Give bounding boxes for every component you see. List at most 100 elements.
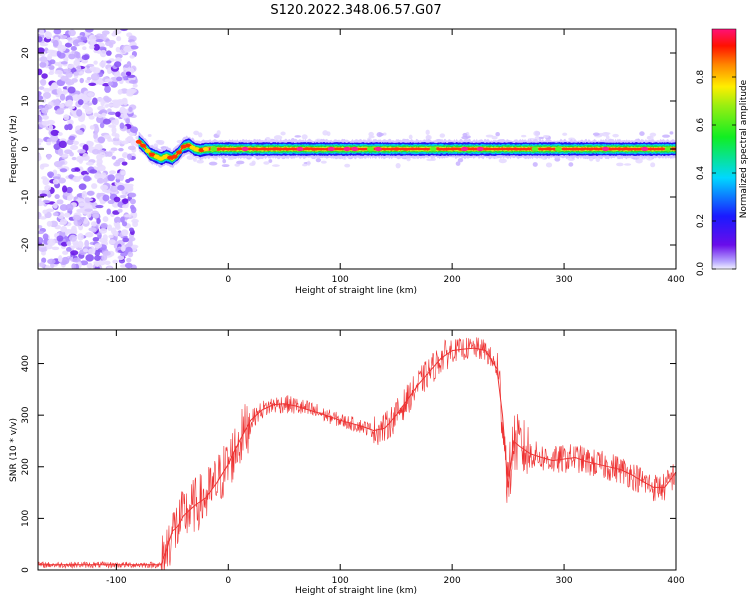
heatmap-cell [144, 148, 151, 153]
heatmap-cell [64, 212, 71, 218]
heatmap-cell [86, 262, 93, 269]
heatmap-cell [77, 208, 83, 213]
heatmap-cell [56, 235, 64, 242]
heatmap-cell [48, 65, 55, 70]
spectrogram-y-tick-label: 10 [21, 95, 31, 107]
spectrogram-x-tick-label: 200 [444, 275, 461, 285]
heatmap-cell [45, 208, 55, 213]
heatmap-cell [107, 137, 112, 142]
heatmap-cell [47, 238, 56, 247]
heatmap-cell [326, 131, 331, 137]
snr-y-tick-label: 400 [21, 355, 31, 372]
heatmap-cell [67, 119, 74, 126]
heatmap-cell [81, 54, 90, 61]
heatmap-cell [82, 248, 89, 253]
spectrogram-y-tick-label: -20 [21, 237, 31, 252]
heatmap-cell [129, 45, 139, 50]
heatmap-cell [78, 183, 87, 190]
heatmap-cell [38, 236, 44, 244]
heatmap-cell [117, 208, 123, 213]
spectrogram-x-tick-label: 100 [332, 275, 349, 285]
heatmap-cell [101, 82, 110, 87]
heatmap-cell [94, 255, 101, 261]
colorbar-tick-label: 0.0 [696, 262, 706, 277]
heatmap-cell [59, 93, 66, 101]
snr-frame [37, 329, 677, 571]
heatmap-cell [327, 146, 335, 152]
heatmap-cell [39, 42, 49, 47]
heatmap-cell [120, 245, 126, 252]
heatmap-cell [106, 60, 112, 64]
heatmap-cell [107, 111, 117, 115]
heatmap-cell [54, 194, 60, 200]
heatmap-cell [128, 106, 133, 112]
heatmap-cell [111, 126, 117, 134]
heatmap-cell [533, 130, 540, 136]
heatmap-cell [135, 139, 142, 144]
heatmap-cell [107, 224, 113, 232]
heatmap-cell [127, 145, 136, 151]
heatmap-cell [93, 60, 98, 65]
heatmap-cell [132, 221, 139, 228]
heatmap-cell [368, 135, 375, 139]
heatmap-cell [241, 146, 249, 152]
heatmap-cell [176, 150, 183, 155]
heatmap-cell [48, 71, 55, 76]
heatmap-cell [106, 103, 115, 107]
heatmap-cell [41, 120, 50, 126]
heatmap-cell [128, 132, 136, 137]
heatmap-cell [102, 194, 110, 202]
heatmap-cell [495, 132, 500, 137]
colorbar: 0.0 0.2 0.4 0.6 0.8 Normalized spectral ampl… [696, 28, 749, 277]
heatmap-cell [42, 91, 52, 99]
heatmap-cell [562, 132, 568, 136]
heatmap-cell [65, 81, 75, 86]
heatmap-cell [84, 239, 90, 248]
heatmap-cell [53, 143, 61, 150]
heatmap-cell [343, 146, 351, 152]
heatmap-cell [52, 202, 58, 209]
snr-y-tick-label: 0 [21, 567, 31, 573]
heatmap-cell [41, 257, 47, 264]
heatmap-cell [123, 64, 130, 68]
heatmap-cell [111, 99, 120, 104]
heatmap-cell [296, 146, 304, 152]
heatmap-cell [100, 99, 105, 107]
heatmap-cell [202, 147, 209, 151]
heatmap-cell [121, 204, 129, 209]
heatmap-cell [108, 42, 114, 48]
heatmap-cell [521, 134, 527, 138]
heatmap-cell [94, 243, 103, 249]
heatmap-cell [42, 115, 50, 120]
snr-x-ticks: -100 0 100 200 300 400 [106, 330, 685, 586]
heatmap-cell [268, 159, 273, 163]
heatmap-cell [460, 146, 468, 152]
heatmap-cell [64, 42, 73, 48]
heatmap-cell [119, 106, 126, 114]
heatmap-cell [461, 135, 469, 140]
heatmap-cell [106, 208, 112, 215]
heatmap-cell [149, 152, 156, 157]
heatmap-cell [76, 155, 85, 163]
heatmap-cell [68, 174, 75, 179]
heatmap-cell [102, 118, 111, 125]
heatmap-cell [439, 133, 446, 138]
heatmap-cell [382, 132, 387, 136]
heatmap-cell [42, 199, 51, 204]
heatmap-cell [121, 97, 128, 102]
heatmap-cell [88, 34, 97, 43]
heatmap-cell [128, 79, 138, 84]
heatmap-cell [157, 141, 165, 145]
heatmap-cell [39, 56, 48, 63]
heatmap-cell [88, 248, 96, 255]
heatmap-cell [59, 103, 65, 109]
heatmap-cell [73, 71, 80, 76]
heatmap-cell [105, 50, 112, 56]
heatmap-cell [83, 175, 91, 182]
heatmap-cell [189, 145, 196, 150]
heatmap-cell [85, 161, 94, 166]
heatmap-cell [129, 55, 135, 59]
heatmap-cell [114, 133, 120, 139]
heatmap-cell [545, 162, 553, 168]
heatmap-cell [119, 122, 125, 129]
